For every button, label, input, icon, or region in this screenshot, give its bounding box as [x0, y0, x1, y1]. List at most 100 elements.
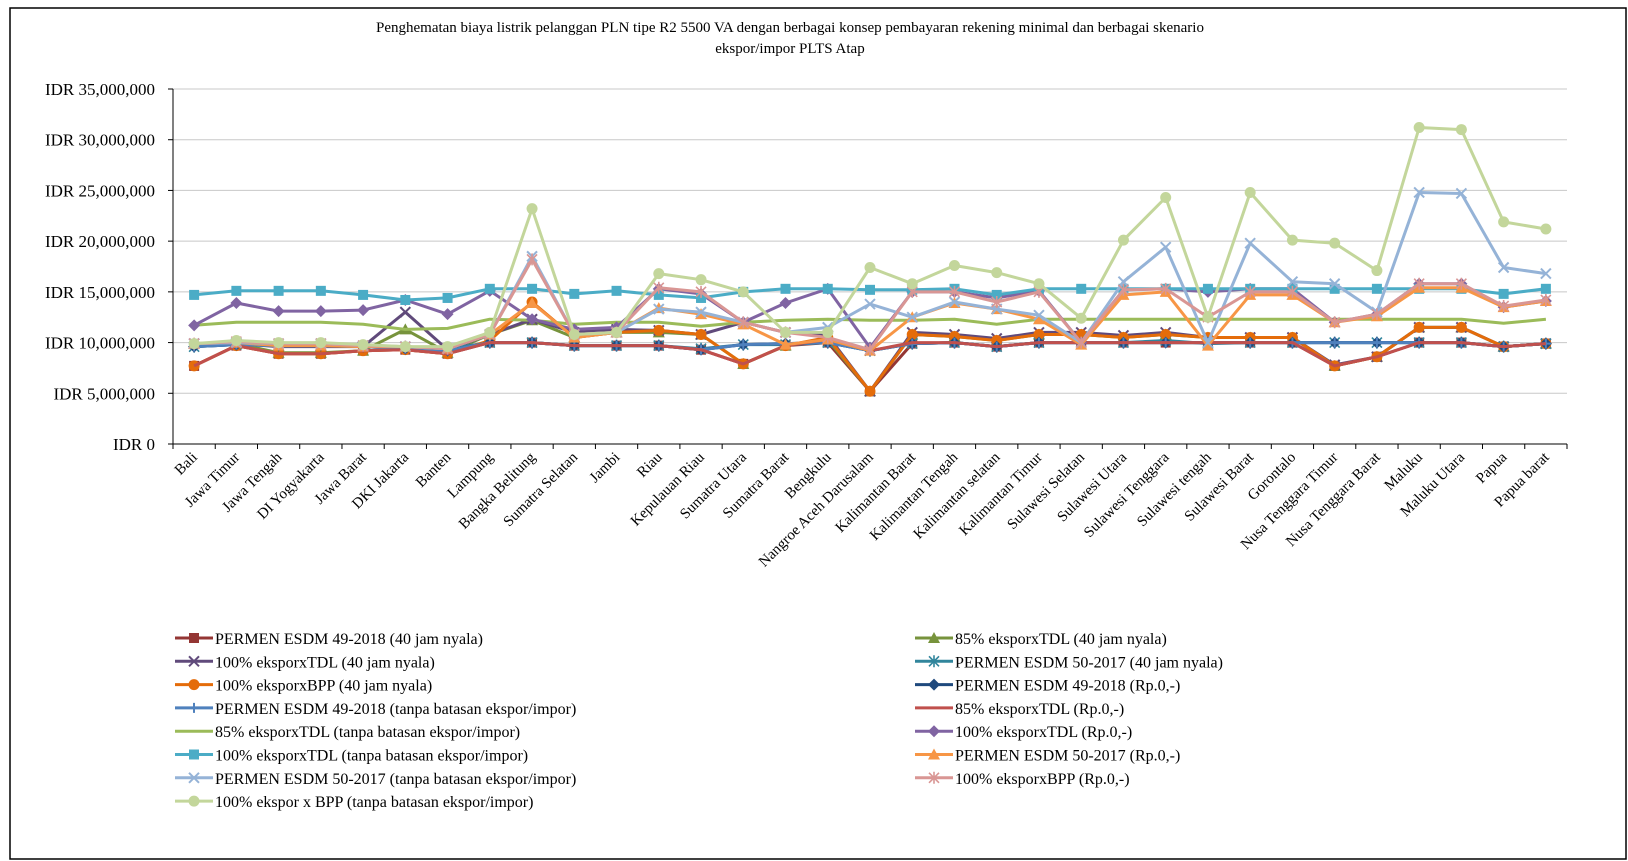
series-line — [193, 317, 1547, 331]
marker — [1286, 276, 1299, 288]
legend-label: 100% eksporxBPP (Rp.0,-) — [955, 771, 1130, 788]
marker — [1117, 283, 1130, 296]
legend-label: 100% ekspor x BPP (tanpa batasan ekspor/… — [215, 794, 533, 811]
legend-label: PERMEN ESDM 49-2018 (Rp.0,-) — [955, 678, 1180, 695]
marker — [1455, 187, 1468, 200]
marker — [738, 339, 749, 350]
marker — [611, 326, 623, 338]
marker — [864, 298, 876, 310]
marker — [1540, 223, 1552, 235]
marker — [1498, 216, 1510, 228]
marker — [928, 632, 940, 643]
marker — [188, 338, 200, 350]
y-tick-label: IDR 30,000,000 — [45, 131, 155, 150]
marker — [188, 772, 200, 784]
marker — [315, 285, 326, 296]
marker — [484, 326, 496, 338]
legend-label: 100% eksporxTDL (40 jam nyala) — [215, 654, 435, 671]
marker — [928, 748, 940, 760]
marker — [1540, 283, 1551, 294]
marker — [272, 305, 285, 318]
marker — [780, 326, 792, 338]
marker — [189, 633, 199, 643]
marker — [653, 303, 665, 315]
marker — [1244, 237, 1256, 249]
marker — [231, 285, 242, 296]
marker — [991, 289, 1002, 300]
marker — [273, 285, 284, 296]
legend-label: 85% eksporxTDL (Rp.0,-) — [955, 701, 1124, 718]
legend-label: PERMEN ESDM 50-2017 (40 jam nyala) — [955, 654, 1223, 671]
marker — [991, 296, 1003, 308]
marker — [822, 326, 834, 338]
marker — [1201, 339, 1214, 351]
marker — [1498, 300, 1510, 313]
marker — [189, 289, 200, 300]
marker — [696, 292, 707, 303]
marker — [1160, 192, 1172, 204]
marker — [1033, 328, 1045, 340]
marker — [484, 283, 495, 294]
marker — [526, 253, 538, 266]
legend-label: 85% eksporxTDL (tanpa batasan ekspor/imp… — [215, 724, 520, 741]
marker — [1413, 122, 1425, 134]
marker — [1076, 283, 1087, 294]
marker — [1413, 186, 1425, 199]
y-tick-label: IDR 35,000,000 — [45, 80, 155, 99]
marker — [822, 283, 833, 294]
y-tick-label: IDR 20,000,000 — [45, 232, 155, 251]
marker — [928, 725, 940, 738]
marker — [906, 328, 918, 340]
marker — [1455, 124, 1467, 136]
marker — [399, 341, 411, 353]
marker — [695, 274, 707, 286]
marker — [695, 328, 707, 340]
marker — [1498, 288, 1509, 299]
marker — [1117, 234, 1129, 246]
y-tick-label: IDR 5,000,000 — [53, 384, 155, 403]
marker — [1371, 308, 1383, 321]
marker — [1329, 283, 1340, 294]
legend-label: PERMEN ESDM 50-2017 (Rp.0,-) — [955, 748, 1180, 765]
marker — [1033, 278, 1045, 290]
marker — [928, 678, 940, 691]
marker — [1371, 283, 1382, 294]
marker — [188, 319, 201, 332]
legend-label: 100% eksporxTDL (tanpa batasan ekspor/im… — [215, 748, 528, 765]
marker — [1286, 234, 1298, 246]
marker — [1413, 277, 1425, 290]
marker — [314, 305, 327, 318]
marker — [695, 285, 707, 298]
marker — [188, 655, 200, 668]
marker — [779, 297, 792, 310]
marker — [1160, 282, 1172, 295]
marker — [1117, 276, 1130, 288]
marker — [695, 306, 707, 318]
marker — [441, 308, 454, 321]
marker — [1371, 265, 1383, 277]
marker — [948, 259, 960, 271]
marker — [864, 343, 876, 356]
chart-title: Penghematan biaya listrik pelanggan PLN … — [376, 20, 1204, 36]
y-tick-label: IDR 0 — [113, 435, 155, 454]
marker — [1202, 336, 1214, 349]
legend-label: PERMEN ESDM 50-2017 (tanpa batasan ekspo… — [215, 771, 576, 788]
marker — [1033, 309, 1045, 321]
marker — [1244, 186, 1256, 198]
marker — [1160, 328, 1172, 340]
marker — [568, 328, 580, 340]
marker — [1497, 261, 1510, 274]
marker — [1075, 336, 1087, 349]
marker — [653, 324, 665, 336]
marker — [357, 304, 370, 317]
marker — [928, 771, 940, 784]
marker — [948, 285, 961, 298]
y-tick-label: IDR 15,000,000 — [45, 283, 155, 302]
legend-label: PERMEN ESDM 49-2018 (tanpa batasan ekspo… — [215, 701, 576, 718]
marker — [1075, 312, 1087, 324]
marker — [527, 283, 538, 294]
marker — [1329, 316, 1341, 329]
marker — [1540, 267, 1552, 280]
marker — [779, 338, 792, 350]
marker — [230, 335, 242, 347]
